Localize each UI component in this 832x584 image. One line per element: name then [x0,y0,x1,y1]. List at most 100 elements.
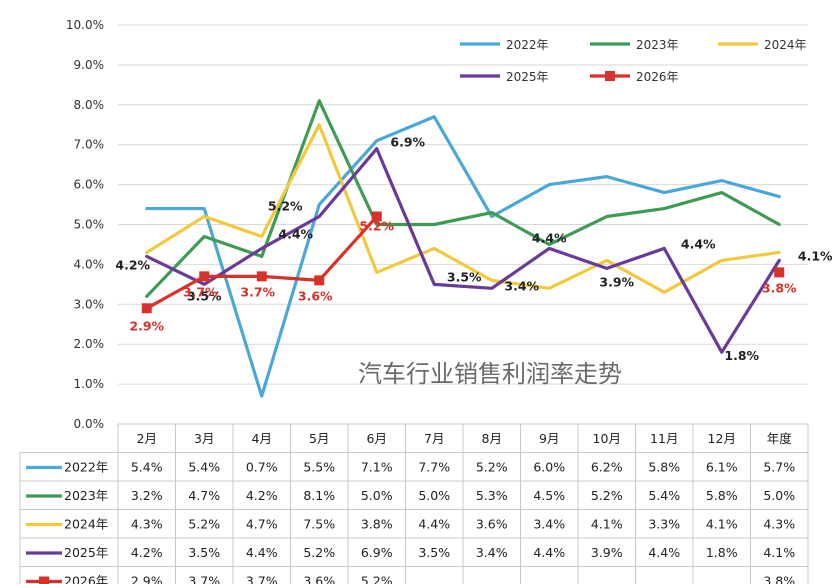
table-cell: 4.4% [648,545,680,560]
table-cell: 5.7% [763,460,795,475]
data-label: 4.4% [278,226,313,241]
y-tick-label: 9.0% [74,58,105,72]
table-header-cell: 4月 [252,431,272,446]
series-line [145,99,781,298]
table-cell: 6.2% [591,460,623,475]
table-cell: 4.2% [246,488,278,503]
table-cell: 2.9% [131,574,163,584]
table-cell: 3.6% [303,574,335,584]
data-label: 2.9% [129,318,164,333]
series-marker [774,267,785,278]
legend: 2022年 2023年 2024年 2025年 2026年 [460,38,807,84]
legend-label: 2023年 [636,38,679,52]
table-header-cell: 2月 [137,431,157,446]
legend-label: 2024年 [764,38,807,52]
table-cell: 4.7% [188,488,220,503]
y-tick-label: 6.0% [74,178,105,192]
table-row-label: 2023年 [64,488,108,503]
y-tick-label: 4.0% [74,257,105,271]
y-tick-label: 5.0% [74,218,105,232]
table-cell: 4.1% [763,545,795,560]
table-cell: 5.2% [361,574,393,584]
table-cell: 5.4% [131,460,163,475]
table-header-cell: 10月 [593,431,621,446]
table-cell: 4.1% [591,517,623,532]
table-cell: 3.4% [476,545,508,560]
data-label: 3.6% [298,288,333,303]
series-marker [371,211,382,222]
data-label: 3.7% [183,284,218,299]
table-cell: 5.2% [591,488,623,503]
table-cell: 5.3% [476,488,508,503]
data-label: 6.9% [390,135,425,150]
legend-label: 2026年 [636,70,679,84]
table-cell: 4.4% [418,517,450,532]
data-label: 4.2% [115,257,150,272]
table-cell: 3.2% [131,488,163,503]
table-cell: 3.8% [763,574,795,584]
table-cell: 3.4% [533,517,565,532]
table-cell: 4.3% [131,517,163,532]
table-cell: 3.8% [361,517,393,532]
table-cell: 6.9% [361,545,393,560]
table-cell: 7.7% [418,460,450,475]
table-row-label: 2024年 [64,517,108,532]
data-label: 1.8% [724,348,759,363]
table-header-cell: 7月 [424,431,444,446]
table-cell: 5.2% [188,517,220,532]
y-tick-label: 8.0% [74,98,105,112]
legend-marker [605,71,615,81]
data-label: 3.7% [240,284,275,299]
table-header-cell: 6月 [367,431,387,446]
table-cell: 4.2% [131,545,163,560]
table-cell: 6.1% [706,460,738,475]
table-header-cell: 9月 [539,431,559,446]
table-cell: 5.8% [706,488,738,503]
y-axis: 0.0% 1.0% 2.0% 3.0% 4.0% 5.0% 6.0% 7.0% 8.0% 9.0%… [66,18,104,431]
table-cell: 1.8% [706,545,738,560]
table-cell: 4.4% [246,545,278,560]
data-labels: 4.2% 3.5% 4.4% 5.2% 6.9% 3.5% 3.4% 4.4% 3.9% 4.4%… [115,135,832,363]
series-line [145,147,781,354]
data-table: 2月 3月 4月 5月 6月 7月 8月 9月 10月 11月 12月 年度 2022年 5.4% 5.4%… [19,423,809,584]
table-cell: 8.1% [303,488,335,503]
table-header-cell: 12月 [708,431,736,446]
legend-label: 2025年 [506,70,549,84]
table-row-label: 2026年 [64,574,108,584]
data-label: 3.9% [599,274,634,289]
table-cell: 3.3% [648,517,680,532]
table-cell: 3.6% [476,517,508,532]
table-cell: 3.5% [418,545,450,560]
data-label: 3.8% [762,280,797,295]
series-line [145,115,781,398]
series-marker [314,275,325,286]
data-label: 3.4% [504,278,539,293]
y-tick-label: 7.0% [74,138,105,152]
table-cell: 7.1% [361,460,393,475]
y-tick-label: 2.0% [74,337,105,351]
table-cell: 5.0% [418,488,450,503]
y-tick-label: 1.0% [74,377,105,391]
series-lines [141,99,785,398]
y-tick-label: 0.0% [74,417,105,431]
table-row-label: 2025年 [64,545,108,560]
table-cell: 4.4% [533,545,565,560]
table-header-cell: 年度 [767,431,793,446]
table-cell: 3.9% [591,545,623,560]
data-label: 4.4% [681,236,716,251]
table-cell: 3.7% [188,574,220,584]
legend-label: 2022年 [506,38,549,52]
table-row-label: 2022年 [64,460,108,475]
chart-title: 汽车行业销售利润率走势 [358,360,622,388]
table-cell: 5.0% [763,488,795,503]
table-cell: 5.5% [303,460,335,475]
table-cell: 6.0% [533,460,565,475]
y-tick-label: 3.0% [74,297,105,311]
table-header-cell: 8月 [482,431,502,446]
series-marker [141,303,152,314]
data-label: 5.2% [359,219,394,234]
table-header-cell: 3月 [194,431,214,446]
series-marker [199,271,210,282]
table-cell: 3.5% [188,545,220,560]
